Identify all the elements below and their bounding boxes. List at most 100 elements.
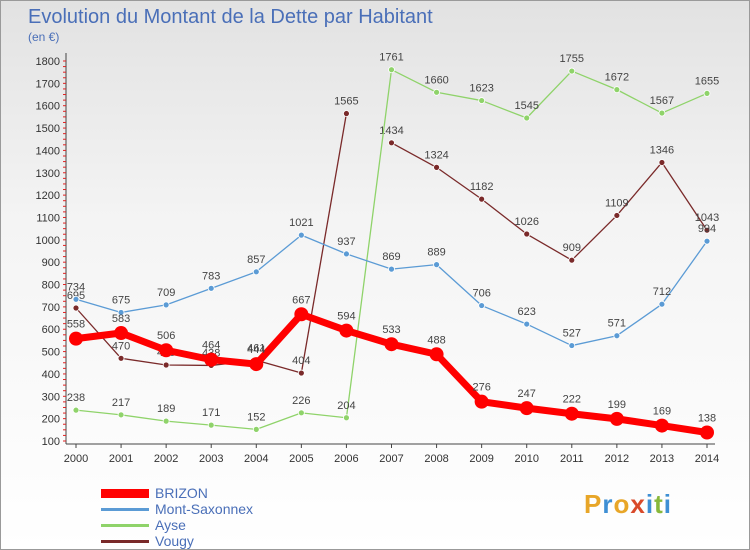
vougy-data-label: 909 xyxy=(563,242,581,254)
brizon-point xyxy=(159,343,174,358)
mont-saxonnex-data-label: 1021 xyxy=(289,217,313,229)
x-tick-label: 2004 xyxy=(244,453,268,465)
brizon-data-label: 594 xyxy=(337,311,355,323)
ayse-data-label: 1660 xyxy=(424,74,448,86)
ayse-data-label: 171 xyxy=(202,407,220,419)
ayse-data-label: 1567 xyxy=(650,95,674,107)
y-tick-label: 1500 xyxy=(36,123,60,135)
ayse-point xyxy=(613,86,621,94)
brizon-data-label: 506 xyxy=(157,330,175,342)
mont-saxonnex-data-label: 712 xyxy=(653,286,671,298)
mont-saxonnex-data-label: 709 xyxy=(157,287,175,299)
brizon-data-label: 444 xyxy=(247,344,265,356)
legend-swatch xyxy=(101,489,149,498)
mont-saxonnex-point xyxy=(297,231,305,239)
brizon-point xyxy=(114,326,129,341)
legend-item-ayse: Ayse xyxy=(101,518,341,534)
mont-saxonnex-data-label: 889 xyxy=(427,247,445,259)
x-tick-label: 2005 xyxy=(289,453,313,465)
brizon-data-label: 199 xyxy=(608,399,626,411)
y-tick-label: 1700 xyxy=(36,78,60,90)
ayse-data-label: 1761 xyxy=(379,52,403,64)
x-tick-label: 2011 xyxy=(560,453,584,465)
brizon-point xyxy=(249,357,264,372)
ayse-data-label: 1623 xyxy=(469,83,493,95)
y-tick-label: 800 xyxy=(42,280,60,292)
mont-saxonnex-point xyxy=(162,301,170,309)
brizon-data-label: 247 xyxy=(518,388,536,400)
ayse-line xyxy=(75,69,708,431)
mont-saxonnex-point xyxy=(433,261,440,269)
vougy-data-label: 1565 xyxy=(334,96,358,108)
vougy-line xyxy=(75,307,303,374)
logo-letter: i xyxy=(663,489,672,519)
x-tick-label: 2006 xyxy=(334,453,358,465)
ayse-data-label: 238 xyxy=(67,392,85,404)
ayse-data-label: 189 xyxy=(157,403,175,415)
brizon-point xyxy=(429,347,444,362)
vougy-point xyxy=(117,354,125,362)
mont-saxonnex-data-label: 857 xyxy=(247,254,265,266)
logo-letter: r xyxy=(602,489,614,519)
legend-label: Mont-Saxonnex xyxy=(155,501,254,517)
y-tick-label: 1300 xyxy=(36,168,60,180)
vougy-point xyxy=(703,226,711,234)
brizon-data-label: 583 xyxy=(112,313,130,325)
vougy-point xyxy=(613,212,621,219)
vougy-data-label: 1109 xyxy=(605,197,629,209)
ayse-point xyxy=(523,114,531,122)
y-tick-label: 900 xyxy=(42,257,60,269)
mont-saxonnex-data-label: 869 xyxy=(382,251,400,263)
vougy-point xyxy=(72,304,80,312)
y-tick-label: 500 xyxy=(42,347,60,359)
brizon-point xyxy=(609,411,624,426)
mont-saxonnex-point xyxy=(523,320,531,328)
y-tick-label: 100 xyxy=(42,436,60,448)
brizon-point xyxy=(204,352,219,367)
mont-saxonnex-data-label: 675 xyxy=(112,294,130,306)
mont-saxonnex-data-label: 706 xyxy=(472,288,490,300)
y-tick-label: 300 xyxy=(42,391,60,403)
brizon-data-label: 488 xyxy=(427,334,445,346)
vougy-point xyxy=(658,159,666,166)
vougy-data-label: 1324 xyxy=(424,149,448,161)
ayse-data-label: 1655 xyxy=(695,75,719,87)
brizon-point xyxy=(339,323,354,338)
mont-saxonnex-data-label: 994 xyxy=(698,223,716,235)
vougy-data-label: 1182 xyxy=(470,181,494,193)
ayse-point xyxy=(162,417,170,425)
brizon-point xyxy=(384,337,399,352)
x-tick-label: 2003 xyxy=(199,453,223,465)
vougy-point xyxy=(297,369,305,377)
logo-letter: i xyxy=(645,489,655,519)
legend-label: BRIZON xyxy=(155,485,208,501)
ayse-point xyxy=(252,425,260,433)
legend: BRIZON Mont-Saxonnex Ayse Vougy xyxy=(101,486,341,549)
legend-item-brizon: BRIZON xyxy=(101,486,341,502)
y-tick-label: 600 xyxy=(42,324,60,336)
ayse-point xyxy=(207,421,215,429)
vougy-point xyxy=(523,230,531,238)
brizon-point xyxy=(564,406,579,421)
x-tick-label: 2007 xyxy=(379,453,403,465)
vougy-line xyxy=(390,142,708,261)
brizon-data-label: 276 xyxy=(472,382,490,394)
vougy-point xyxy=(568,256,576,264)
brizon-point xyxy=(519,401,534,416)
logo-letter: o xyxy=(613,489,631,519)
mont-saxonnex-point xyxy=(703,237,711,245)
mont-saxonnex-point xyxy=(613,332,621,340)
brizon-point xyxy=(294,307,309,322)
vougy-data-label: 404 xyxy=(292,355,310,367)
y-tick-label: 1100 xyxy=(36,212,60,224)
ayse-point xyxy=(703,90,711,97)
ayse-point xyxy=(478,97,486,104)
ayse-point xyxy=(297,409,305,417)
x-tick-label: 2013 xyxy=(650,453,674,465)
brizon-data-label: 558 xyxy=(67,319,85,331)
ayse-point xyxy=(343,414,350,422)
mont-saxonnex-point xyxy=(478,302,486,309)
chart-title: Evolution du Montant de la Dette par Hab… xyxy=(28,6,433,28)
